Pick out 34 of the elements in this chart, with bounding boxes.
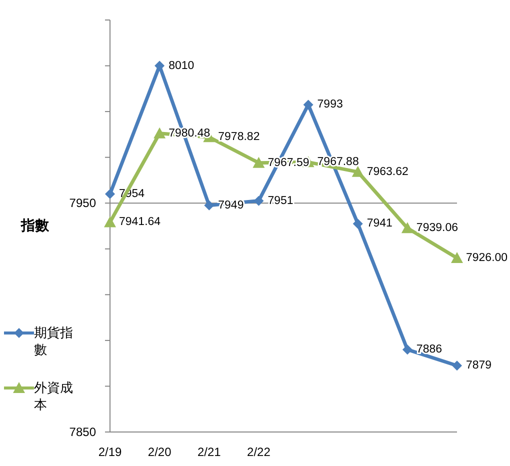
- legend-label: 期貨指數: [34, 325, 74, 359]
- x-tick-label: 2/21: [197, 445, 222, 459]
- data-label: 7963.62: [366, 166, 408, 178]
- data-label: 7941: [366, 218, 392, 230]
- data-label: 7926.00: [466, 252, 508, 264]
- point: [303, 100, 314, 110]
- data-label: 7886: [416, 344, 442, 356]
- y-axis-title: 指數: [20, 217, 50, 233]
- point: [402, 344, 412, 355]
- data-label: 7993: [317, 98, 343, 111]
- x-tick-label: 2/22: [247, 445, 271, 459]
- point: [254, 196, 264, 206]
- point: [401, 222, 414, 234]
- x-tick-label: 2/19: [98, 445, 122, 459]
- point: [204, 200, 214, 210]
- y-tick-label: 7950: [69, 196, 96, 210]
- point: [105, 188, 115, 199]
- point: [352, 166, 364, 177]
- data-label: 7980.48: [168, 127, 210, 140]
- data-label: 7941.64: [119, 216, 162, 228]
- point: [104, 216, 116, 228]
- point: [452, 360, 462, 371]
- data-label: 8010: [168, 60, 194, 72]
- data-label: 7978.82: [218, 131, 260, 144]
- data-label: 7939.06: [416, 222, 458, 234]
- point: [154, 127, 166, 138]
- point: [451, 252, 463, 264]
- x-tick-label: 2/20: [148, 445, 172, 459]
- y-tick-label: 7850: [69, 425, 96, 439]
- data-label: 7879: [466, 360, 492, 372]
- point: [252, 156, 265, 168]
- data-label: 7951: [268, 194, 294, 207]
- point: [352, 218, 363, 229]
- legend-label: 外資成本: [34, 380, 74, 414]
